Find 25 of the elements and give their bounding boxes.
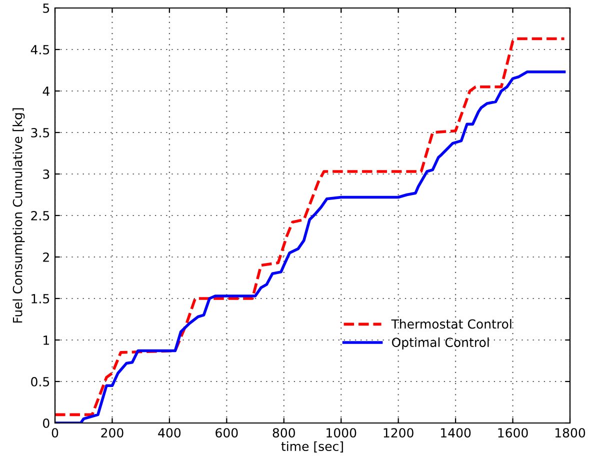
- y-tick-label: 5: [43, 4, 50, 13]
- legend-label: Optimal Control: [392, 337, 489, 350]
- y-tick-label: 2: [43, 252, 49, 262]
- x-tick-label: 800: [272, 428, 295, 438]
- x-tick-label: 1200: [384, 428, 414, 438]
- y-tick-label: 2.5: [31, 210, 50, 220]
- x-tick-label: 600: [216, 428, 238, 438]
- x-tick-label: 1600: [498, 428, 528, 438]
- y-tick-label: 4.5: [30, 45, 50, 54]
- y-tick-label: 1.5: [32, 294, 50, 304]
- x-tick-label: 1800: [555, 428, 586, 438]
- x-axis-title: time [sec]: [281, 441, 343, 452]
- y-tick-label: 0.5: [31, 376, 50, 386]
- y-axis-title: Fuel Consumption Cumulative [kg]: [12, 108, 25, 323]
- x-tick-label: 1000: [326, 428, 356, 438]
- y-tick-label: 0: [43, 418, 50, 428]
- y-tick-label: 4: [42, 86, 50, 96]
- y-tick-label: 3: [43, 169, 50, 179]
- x-tick-label: 1400: [441, 428, 471, 438]
- x-tick-label: 400: [158, 428, 181, 438]
- x-tick-label: 200: [101, 428, 124, 438]
- y-tick-label: 1: [44, 336, 49, 345]
- x-tick-label: 0: [52, 428, 58, 438]
- legend-label: Thermostat Control: [391, 319, 512, 329]
- y-tick-label: 3.5: [31, 128, 50, 138]
